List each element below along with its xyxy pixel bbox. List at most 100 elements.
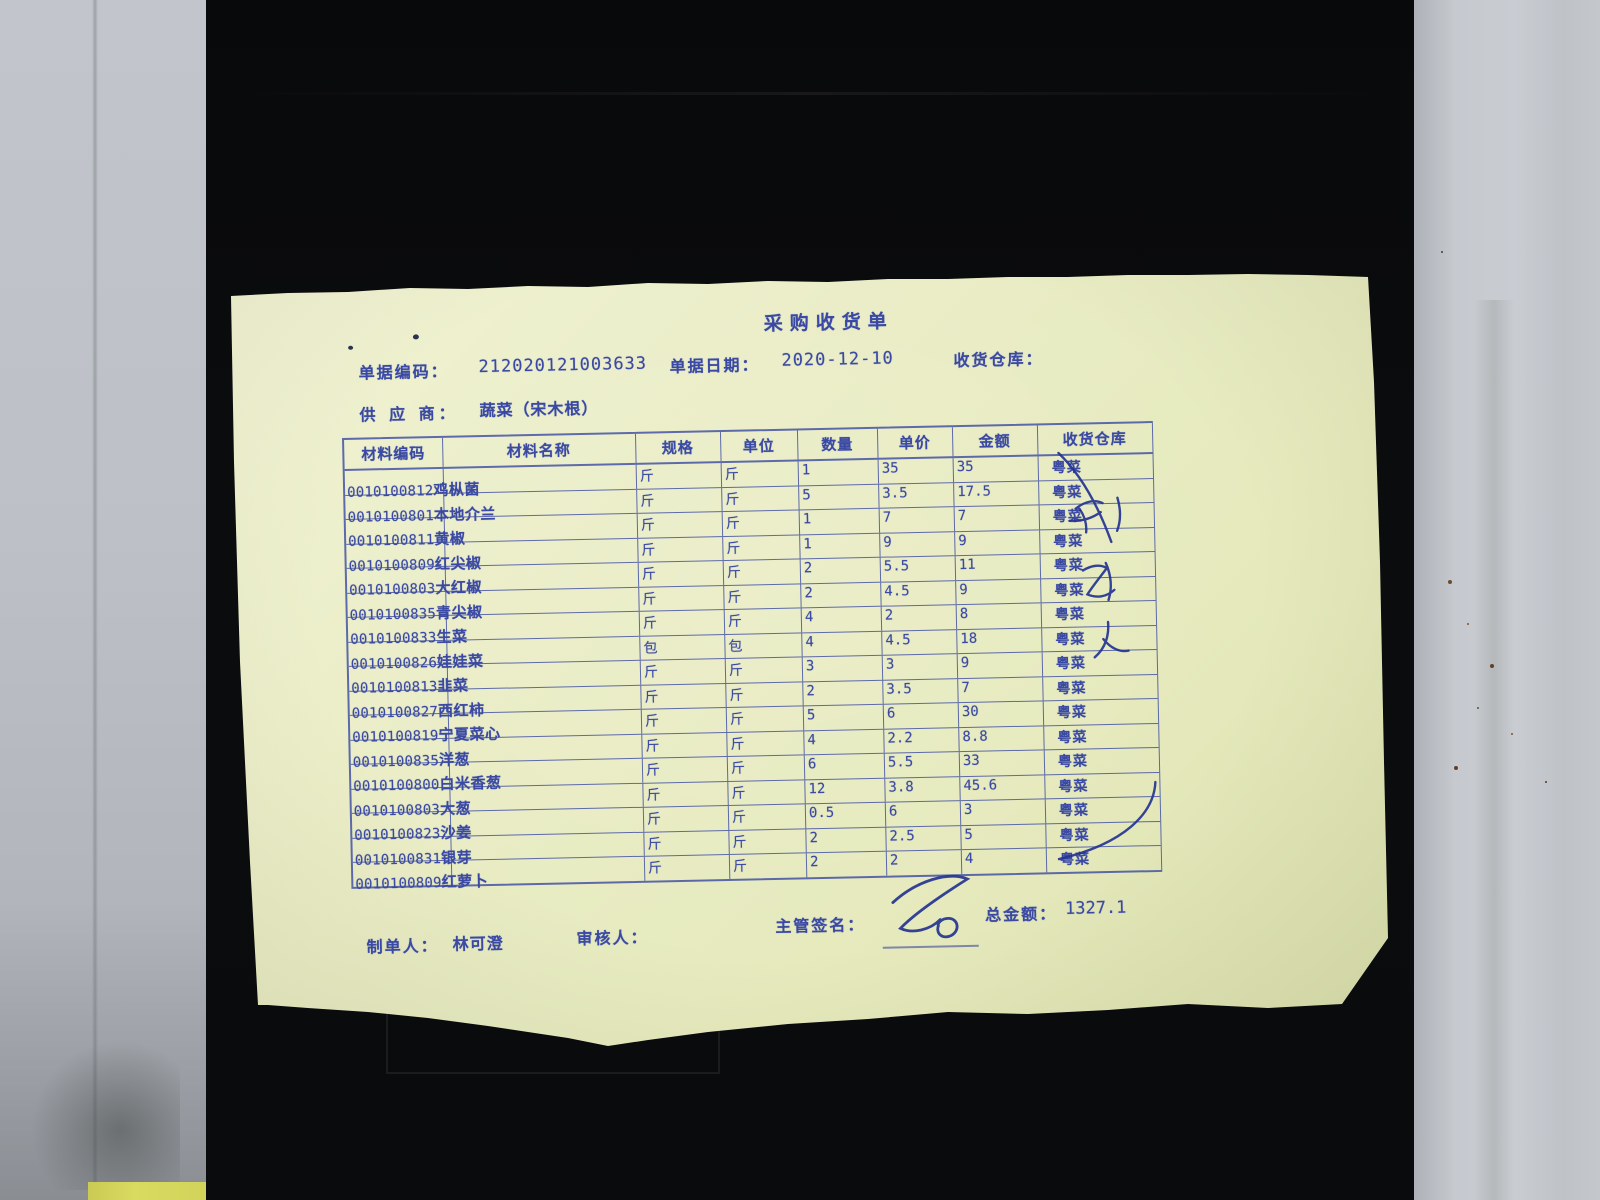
cell-amount: 11 [958,556,976,574]
grid-line [955,603,1043,629]
grid-line [960,848,1048,874]
supervisor-label: 主管签名： [775,915,866,937]
cell-qty: 2 [803,560,813,577]
cell-name: 宁夏菜心 [438,724,501,745]
header-spec: 规格 [661,438,694,458]
cell-spec: 斤 [641,566,657,583]
cell-code: 0010100835 [349,605,437,624]
cell-amount: 17.5 [957,482,992,500]
cell-qty: 5 [806,707,816,724]
cell-unit: 斤 [725,491,740,508]
cell-warehouse: 粤菜 [1059,826,1090,844]
left-wall-background [0,0,206,1200]
cell-warehouse: 粤菜 [1051,459,1082,477]
cell-price: 3.5 [886,680,912,698]
paper-shading [231,274,1388,1046]
cell-code-name: 0010100827西红柿 [352,699,485,723]
cell-unit: 斤 [731,809,747,826]
grid-line [960,823,1047,850]
cell-name: 黄椒 [434,529,466,549]
grid-line [953,505,1041,531]
header-unit: 单位 [742,436,775,456]
cell-qty: 2 [809,854,819,871]
cell-unit: 斤 [729,711,745,728]
cell-name: 洋葱 [438,749,471,769]
cell-amount: 35 [956,458,974,476]
cell-code: 0010100800 [353,777,440,795]
reviewer-label: 审核人： [576,927,649,949]
cell-warehouse: 粤菜 [1052,508,1083,526]
cell-code: 0010100823 [354,826,441,844]
cell-qty: 4 [805,633,814,650]
cell-code-name: 0010100823沙姜 [354,821,472,844]
cell-name: 韭菜 [437,676,469,696]
cell-qty: 3 [805,658,815,675]
cell-spec: 斤 [639,468,655,485]
cell-amount: 3 [963,801,973,819]
doc-date-label: 单据日期： [669,355,760,377]
cell-amount: 7 [961,679,970,696]
warehouse-label: 收货仓库： [953,349,1044,371]
cell-price: 4.5 [884,582,910,600]
cell-unit: 斤 [724,466,740,483]
cell-price: 6 [888,803,898,820]
cell-spec: 斤 [644,688,659,706]
cell-code: 0010100833 [350,630,437,648]
cell-amount: 9 [960,654,970,672]
cell-code: 0010100826 [350,654,438,673]
cell-amount: 5 [964,826,974,843]
cell-qty: 2 [804,584,813,601]
header-amount: 金额 [978,431,1011,451]
cell-code: 0010100827 [351,703,439,722]
cell-code-name: 0010100811黄椒 [348,527,466,550]
cell-warehouse: 粤菜 [1053,532,1084,550]
cell-name: 沙姜 [440,823,472,843]
cell-name: 生菜 [436,627,468,647]
cell-spec: 斤 [642,615,658,632]
signature-line [882,924,979,949]
doc-no-value: 212020121003633 [478,353,648,378]
paper-sheet: 采购收货单 单据编码： 212020121003633 单据日期： 2020-1… [231,274,1388,1046]
cell-price: 35 [881,460,899,477]
cell-amount: 18 [960,630,978,647]
cell-amount: 33 [962,752,980,770]
cell-amount: 8.8 [962,728,988,745]
cell-price: 2.2 [887,729,913,747]
cell-code: 0010100831 [354,850,442,869]
cell-code: 0010100809 [348,556,436,575]
cell-price: 3.5 [882,484,908,502]
cell-name: 娃娃菜 [436,651,484,671]
cell-code: 0010100801 [347,507,435,526]
cell-code: 0010100813 [351,679,438,697]
header-material-code: 材料编码 [361,444,426,464]
total-value: 1327.1 [1064,897,1127,919]
cell-qty: 5 [802,486,811,503]
cell-spec: 斤 [647,860,663,877]
cell-code: 0010100819 [352,728,439,746]
cell-amount: 30 [961,703,979,721]
maker-label: 制单人： [366,936,439,957]
cell-code-name: 0010100826娃娃菜 [350,650,484,674]
cell-code-name: 0010100809红尖椒 [348,552,482,576]
cell-unit: 斤 [731,785,746,802]
cell-price: 6 [886,705,896,722]
cell-qty: 1 [802,511,812,528]
cell-name: 大葱 [439,798,472,818]
cell-code-name: 0010100835青尖椒 [349,601,483,625]
header-price: 单价 [898,433,931,453]
cell-code-name: 0010100813韭菜 [351,674,469,697]
cell-price: 2.5 [889,827,915,845]
cell-name: 青尖椒 [435,602,483,622]
cell-unit: 斤 [728,662,744,679]
cell-qty: 4 [804,609,814,626]
ink-speck [412,334,419,340]
cell-qty: 6 [807,756,817,773]
cell-code-name: 0010100835洋葱 [353,748,471,771]
cell-code: 0010100811 [348,532,435,550]
cell-name: 大红椒 [435,578,483,598]
cell-spec: 斤 [646,786,661,804]
cell-amount: 9 [958,532,967,549]
supplier-value: 蔬菜（宋木根） [479,398,599,421]
cell-code-name: 0010100803大葱 [354,797,472,820]
cell-unit: 斤 [730,760,746,777]
